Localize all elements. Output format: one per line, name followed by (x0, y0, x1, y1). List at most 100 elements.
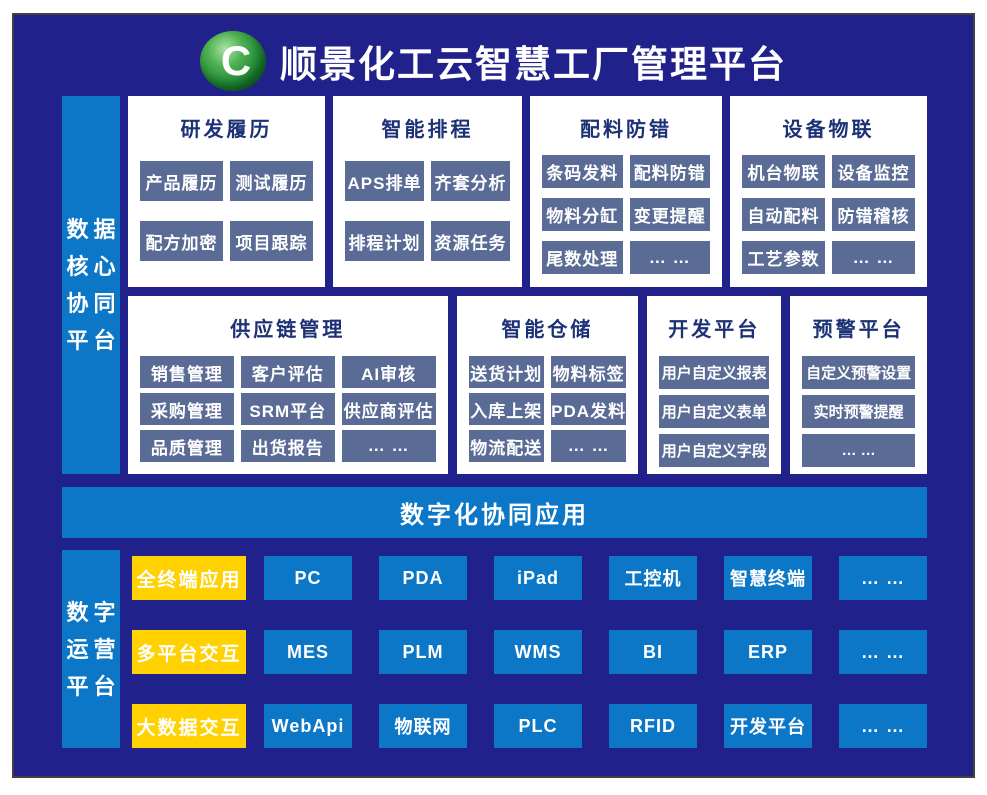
bottom-row-big-data: 大数据交互 WebApi 物联网 PLC RFID 开发平台 … … (132, 704, 927, 748)
btn-ai-review[interactable]: AI审核 (341, 356, 436, 388)
btn-quality-management[interactable]: 品质管理 (140, 430, 234, 462)
btn-pda-issuing[interactable]: PDA发料 (550, 393, 627, 425)
category-all-terminal-apps: 全终端应用 (132, 556, 246, 600)
side-label-line: 运营 (66, 636, 121, 662)
btn-shipment-report[interactable]: 出货报告 (240, 430, 335, 462)
panel-buttons: 机台物联 设备监控 自动配料 防错稽核 工艺参数 … … (742, 155, 915, 274)
company-logo-icon: C (200, 31, 266, 91)
side-label-line: 数据 (66, 217, 121, 242)
terminal-buttons: PC PDA iPad 工控机 智慧终端 … … (264, 556, 927, 600)
logo-letter: C (220, 37, 252, 84)
btn-bi[interactable]: BI (609, 630, 697, 674)
more-button[interactable]: … … (629, 241, 710, 274)
data-buttons: WebApi 物联网 PLC RFID 开发平台 … … (264, 704, 927, 748)
btn-webapi[interactable]: WebApi (264, 704, 352, 748)
btn-smart-terminal[interactable]: 智慧终端 (724, 556, 812, 600)
btn-ipad[interactable]: iPad (494, 556, 582, 600)
side-label-line: 协同 (66, 291, 121, 316)
panel-buttons: 产品履历 测试履历 配方加密 项目跟踪 (140, 161, 313, 261)
btn-aps-scheduling[interactable]: APS排单 (345, 161, 424, 201)
btn-pda[interactable]: PDA (379, 556, 467, 600)
platform-board: C 顺景化工云智慧工厂管理平台 数据 核心 协同 平台 研发履历 产品履历 测试… (12, 13, 975, 778)
category-big-data-interaction: 大数据交互 (132, 704, 246, 748)
btn-rfid[interactable]: RFID (609, 704, 697, 748)
btn-custom-form[interactable]: 用户自定义表单 (659, 395, 770, 428)
btn-srm-platform[interactable]: SRM平台 (240, 393, 335, 425)
btn-machine-iot[interactable]: 机台物联 (742, 155, 825, 188)
btn-tail-quantity-handling[interactable]: 尾数处理 (542, 241, 623, 274)
btn-plc[interactable]: PLC (494, 704, 582, 748)
btn-custom-alert-settings[interactable]: 自定义预警设置 (802, 356, 915, 389)
panel-buttons: APS排单 齐套分析 排程计划 资源任务 (345, 161, 510, 261)
btn-erp[interactable]: ERP (724, 630, 812, 674)
btn-kitting-analysis[interactable]: 齐套分析 (431, 161, 510, 201)
panel-title: 配料防错 (580, 119, 672, 141)
btn-scheduling-plan[interactable]: 排程计划 (345, 221, 424, 261)
btn-batching-error-proofing[interactable]: 配料防错 (629, 155, 710, 188)
btn-formula-encryption[interactable]: 配方加密 (140, 221, 223, 261)
btn-product-history[interactable]: 产品履历 (140, 161, 223, 201)
side-label-line: 平台 (66, 673, 121, 699)
more-button[interactable]: … … (839, 630, 927, 674)
more-button[interactable]: … … (341, 430, 436, 462)
btn-procurement-management[interactable]: 采购管理 (140, 393, 234, 425)
btn-change-reminder[interactable]: 变更提醒 (629, 198, 710, 231)
page-title: 顺景化工云智慧工厂管理平台 (280, 44, 787, 85)
btn-process-parameters[interactable]: 工艺参数 (742, 241, 825, 274)
more-button[interactable]: … … (839, 704, 927, 748)
btn-realtime-alert-reminder[interactable]: 实时预警提醒 (802, 395, 915, 428)
panel-smart-scheduling: 智能排程 APS排单 齐套分析 排程计划 资源任务 (333, 96, 522, 287)
btn-sales-management[interactable]: 销售管理 (140, 356, 234, 388)
btn-supplier-evaluation[interactable]: 供应商评估 (341, 393, 436, 425)
btn-iot[interactable]: 物联网 (379, 704, 467, 748)
panel-row-2: 供应链管理 销售管理 客户评估 AI审核 采购管理 SRM平台 供应商评估 品质… (128, 296, 927, 474)
btn-barcode-issuing[interactable]: 条码发料 (542, 155, 623, 188)
bottom-row-platforms: 多平台交互 MES PLM WMS BI ERP … … (132, 630, 927, 674)
btn-equipment-monitoring[interactable]: 设备监控 (832, 155, 915, 188)
panel-title: 供应链管理 (230, 319, 346, 341)
panel-buttons: 送货计划 物料标签 入库上架 PDA发料 物流配送 … … (468, 356, 627, 462)
btn-project-tracking[interactable]: 项目跟踪 (230, 221, 313, 261)
more-button[interactable]: … … (839, 556, 927, 600)
more-button[interactable]: … … (802, 434, 915, 467)
panel-title: 设备物联 (782, 119, 875, 141)
more-button[interactable]: … … (832, 241, 915, 274)
btn-custom-field[interactable]: 用户自定义字段 (659, 434, 770, 467)
btn-plm[interactable]: PLM (379, 630, 467, 674)
panel-title: 智能排程 (381, 119, 474, 141)
panel-supply-chain: 供应链管理 销售管理 客户评估 AI审核 采购管理 SRM平台 供应商评估 品质… (128, 296, 448, 474)
btn-error-proof-audit[interactable]: 防错稽核 (832, 198, 915, 231)
platform-buttons: MES PLM WMS BI ERP … … (264, 630, 927, 674)
btn-resource-tasks[interactable]: 资源任务 (431, 221, 510, 261)
category-multi-platform-interaction: 多平台交互 (132, 630, 246, 674)
btn-pc[interactable]: PC (264, 556, 352, 600)
panel-alert-platform: 预警平台 自定义预警设置 实时预警提醒 … … (790, 296, 927, 474)
panel-buttons: 用户自定义报表 用户自定义表单 用户自定义字段 (659, 356, 770, 467)
panel-buttons: 销售管理 客户评估 AI审核 采购管理 SRM平台 供应商评估 品质管理 出货报… (140, 356, 436, 462)
panel-title: 开发平台 (668, 319, 761, 341)
btn-industrial-pc[interactable]: 工控机 (609, 556, 697, 600)
btn-customer-evaluation[interactable]: 客户评估 (240, 356, 335, 388)
side-label-line: 平台 (66, 328, 121, 353)
more-button[interactable]: … … (550, 430, 627, 462)
btn-wms[interactable]: WMS (494, 630, 582, 674)
btn-auto-batching[interactable]: 自动配料 (742, 198, 825, 231)
banner-label: 数字化协同应用 (400, 502, 589, 529)
btn-mes[interactable]: MES (264, 630, 352, 674)
btn-delivery-plan[interactable]: 送货计划 (468, 356, 544, 388)
btn-dev-platform[interactable]: 开发平台 (724, 704, 812, 748)
sidebar-label-digital-operations-platform: 数字 运营 平台 (62, 550, 120, 748)
panel-dev-platform: 开发平台 用户自定义报表 用户自定义表单 用户自定义字段 (647, 296, 782, 474)
panel-buttons: 条码发料 配料防错 物料分缸 变更提醒 尾数处理 … … (542, 155, 710, 274)
btn-test-history[interactable]: 测试履历 (230, 161, 313, 201)
panel-title: 预警平台 (812, 319, 905, 341)
btn-putaway[interactable]: 入库上架 (468, 393, 544, 425)
btn-material-splitting[interactable]: 物料分缸 (542, 198, 623, 231)
panel-equipment-iot: 设备物联 机台物联 设备监控 自动配料 防错稽核 工艺参数 … … (730, 96, 927, 287)
panel-buttons: 自定义预警设置 实时预警提醒 … … (802, 356, 915, 467)
btn-logistics-delivery[interactable]: 物流配送 (468, 430, 544, 462)
btn-custom-report[interactable]: 用户自定义报表 (659, 356, 770, 389)
btn-material-label[interactable]: 物料标签 (550, 356, 627, 388)
panel-smart-warehouse: 智能仓储 送货计划 物料标签 入库上架 PDA发料 物流配送 … … (456, 296, 639, 474)
